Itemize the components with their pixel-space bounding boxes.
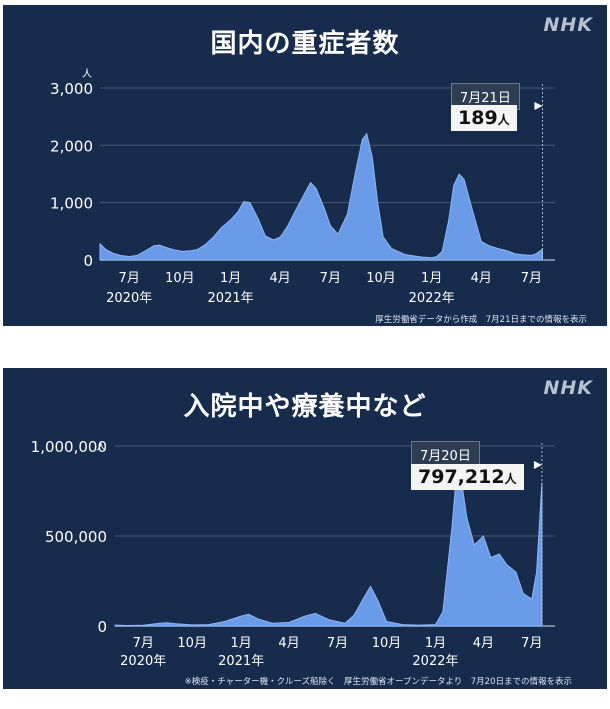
series-area	[99, 132, 543, 261]
y-tick-label: 0	[97, 618, 107, 636]
x-tick-label: 10月	[165, 271, 195, 286]
x-tick-label: 7月	[119, 271, 140, 286]
x-tick-label: 7月	[327, 636, 348, 651]
x-tick-label: 1月	[425, 636, 446, 651]
x-year-label: 2021年	[208, 291, 254, 306]
x-tick-label: 10月	[372, 636, 402, 651]
chart-title: 国内の重症者数	[210, 29, 400, 59]
y-tick-label: 0	[83, 252, 93, 270]
y-tick-label: 2,000	[50, 137, 93, 155]
y-tick-label: 1,000,000	[31, 438, 107, 456]
x-tick-label: 4月	[270, 271, 291, 286]
x-tick-label: 7月	[521, 271, 542, 286]
x-tick-label: 4月	[471, 271, 492, 286]
y-unit-label: 人	[96, 441, 106, 453]
x-year-label: 2022年	[409, 291, 455, 306]
x-tick-label: 4月	[473, 636, 494, 651]
y-tick-label: 500,000	[45, 528, 107, 546]
x-year-label: 2021年	[218, 654, 264, 669]
callout-value-number: 797,212	[418, 466, 505, 488]
source-note: 厚生労働省データから作成 7月21日までの情報を表示	[375, 315, 587, 325]
callout-value-unit: 人	[497, 113, 510, 127]
x-tick-label: 4月	[278, 636, 299, 651]
callout-value-unit: 人	[504, 472, 517, 486]
callout-arrow	[533, 461, 542, 469]
x-tick-label: 1月	[231, 636, 252, 651]
x-year-label: 2020年	[120, 654, 166, 669]
y-unit-label: 人	[82, 68, 92, 80]
y-tick-label: 1,000	[50, 195, 93, 213]
callout-value-number: 189	[458, 107, 498, 129]
severe-cases-panel: 国内の重症者数 NHK 0 1,000 2,000 3,000 人 7月 10月 1月 4月 7月…	[3, 5, 607, 326]
x-tick-label: 7月	[320, 271, 341, 286]
nhk-logo: NHK	[543, 377, 593, 399]
x-tick-label: 7月	[133, 636, 154, 651]
chart-title: 入院中や療養中など	[183, 392, 427, 422]
x-year-label: 2022年	[412, 654, 458, 669]
x-tick-label: 7月	[521, 636, 542, 651]
nhk-logo: NHK	[543, 14, 593, 36]
y-tick-label: 3,000	[50, 80, 93, 98]
x-year-label: 2020年	[106, 291, 152, 306]
series-area	[114, 471, 543, 627]
callout-arrow	[534, 102, 543, 110]
x-tick-label: 1月	[421, 271, 442, 286]
x-tick-label: 10月	[366, 271, 396, 286]
source-note: ※検疫・チャーター機・クルーズ船除く 厚生労働省オープンデータより 7月20日ま…	[184, 677, 572, 687]
x-tick-label: 1月	[220, 271, 241, 286]
hospitalized-panel: 入院中や療養中など NHK 0 500,000 1,000,000 人 7月 10月 1月 4…	[3, 368, 607, 689]
callout-value: 189人	[451, 105, 517, 131]
x-tick-label: 10月	[177, 636, 207, 651]
callout-value: 797,212人	[411, 464, 524, 490]
